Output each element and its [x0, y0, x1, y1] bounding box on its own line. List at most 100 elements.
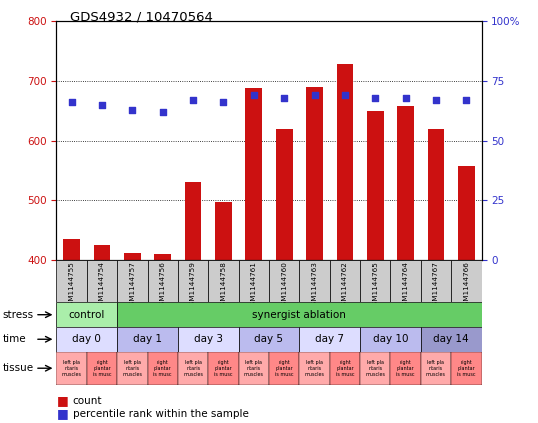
Bar — [56, 260, 87, 302]
Bar — [245, 88, 262, 260]
Text: day 1: day 1 — [133, 334, 162, 344]
Text: left pla
ntaris
muscles: left pla ntaris muscles — [244, 360, 264, 376]
Text: right
plantar
is musc: right plantar is musc — [153, 360, 172, 376]
Text: right
plantar
is musc: right plantar is musc — [214, 360, 233, 376]
Point — [341, 92, 349, 99]
Bar — [299, 260, 330, 302]
Text: GSM1144767: GSM1144767 — [433, 261, 439, 310]
Bar — [367, 111, 384, 260]
Bar — [337, 64, 353, 260]
Point — [310, 92, 319, 99]
Text: GSM1144764: GSM1144764 — [402, 261, 409, 310]
Bar — [117, 302, 482, 327]
Text: left pla
ntaris
muscles: left pla ntaris muscles — [62, 360, 82, 376]
Bar — [299, 352, 330, 385]
Bar — [87, 352, 117, 385]
Bar — [185, 182, 201, 260]
Bar — [269, 260, 299, 302]
Text: GDS4932 / 10470564: GDS4932 / 10470564 — [70, 11, 213, 24]
Text: percentile rank within the sample: percentile rank within the sample — [73, 409, 249, 419]
Bar — [391, 352, 421, 385]
Bar — [208, 260, 239, 302]
Bar — [178, 352, 208, 385]
Text: left pla
ntaris
muscles: left pla ntaris muscles — [305, 360, 324, 376]
Point — [462, 96, 471, 103]
Bar — [458, 166, 475, 260]
Text: control: control — [69, 310, 105, 320]
Point — [371, 94, 379, 101]
Point — [189, 96, 197, 103]
Bar — [87, 260, 117, 302]
Text: synergist ablation: synergist ablation — [252, 310, 346, 320]
Bar — [269, 352, 299, 385]
Text: day 5: day 5 — [254, 334, 284, 344]
Bar — [154, 254, 171, 260]
Bar — [299, 327, 360, 352]
Text: GSM1144761: GSM1144761 — [251, 261, 257, 310]
Bar — [428, 129, 444, 260]
Text: GSM1144760: GSM1144760 — [281, 261, 287, 310]
Bar — [421, 352, 451, 385]
Point — [67, 99, 76, 106]
Bar — [330, 260, 360, 302]
Bar — [397, 106, 414, 260]
Bar — [124, 253, 141, 260]
Bar — [94, 245, 110, 260]
Bar — [147, 352, 178, 385]
Bar — [360, 260, 391, 302]
Point — [98, 102, 107, 108]
Point — [219, 99, 228, 106]
Bar — [56, 302, 117, 327]
Text: count: count — [73, 396, 102, 406]
Bar — [421, 327, 482, 352]
Text: right
plantar
is musc: right plantar is musc — [397, 360, 415, 376]
Text: left pla
ntaris
muscles: left pla ntaris muscles — [183, 360, 203, 376]
Bar — [117, 327, 178, 352]
Text: left pla
ntaris
muscles: left pla ntaris muscles — [122, 360, 143, 376]
Text: ■: ■ — [56, 395, 68, 407]
Bar — [56, 352, 87, 385]
Bar — [330, 352, 360, 385]
Bar — [451, 352, 482, 385]
Text: GSM1144757: GSM1144757 — [129, 261, 136, 310]
Point — [401, 94, 410, 101]
Text: day 10: day 10 — [373, 334, 408, 344]
Bar — [451, 260, 482, 302]
Text: GSM1144755: GSM1144755 — [69, 261, 75, 310]
Bar — [360, 327, 421, 352]
Point — [158, 109, 167, 115]
Bar — [239, 260, 269, 302]
Text: day 3: day 3 — [194, 334, 223, 344]
Text: GSM1144758: GSM1144758 — [221, 261, 226, 310]
Text: right
plantar
is musc: right plantar is musc — [93, 360, 111, 376]
Bar — [306, 87, 323, 260]
Text: day 0: day 0 — [73, 334, 101, 344]
Bar — [117, 352, 147, 385]
Bar — [208, 352, 239, 385]
Text: GSM1144759: GSM1144759 — [190, 261, 196, 310]
Text: right
plantar
is musc: right plantar is musc — [457, 360, 476, 376]
Text: GSM1144762: GSM1144762 — [342, 261, 348, 310]
Point — [128, 106, 137, 113]
Text: GSM1144756: GSM1144756 — [160, 261, 166, 310]
Bar — [421, 260, 451, 302]
Bar — [276, 129, 293, 260]
Bar — [56, 327, 117, 352]
Text: right
plantar
is musc: right plantar is musc — [275, 360, 293, 376]
Bar — [215, 202, 232, 260]
Text: left pla
ntaris
muscles: left pla ntaris muscles — [365, 360, 385, 376]
Bar — [178, 260, 208, 302]
Bar — [63, 239, 80, 260]
Text: right
plantar
is musc: right plantar is musc — [336, 360, 354, 376]
Bar — [391, 260, 421, 302]
Text: day 7: day 7 — [315, 334, 344, 344]
Point — [280, 94, 288, 101]
Bar — [117, 260, 147, 302]
Text: GSM1144763: GSM1144763 — [312, 261, 317, 310]
Bar — [360, 352, 391, 385]
Text: time: time — [3, 334, 26, 344]
Point — [250, 92, 258, 99]
Bar — [239, 352, 269, 385]
Text: tissue: tissue — [3, 363, 34, 373]
Bar — [239, 327, 299, 352]
